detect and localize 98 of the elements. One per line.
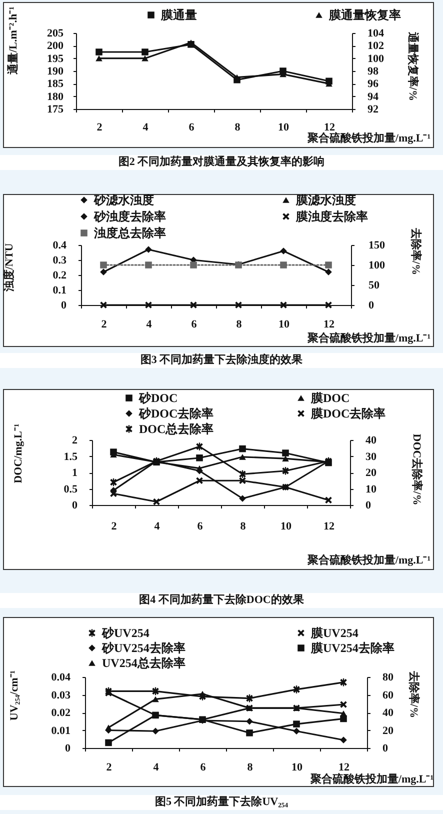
- legend-label: 浊度总去除率: [93, 226, 166, 240]
- x-tick-label: 6: [200, 762, 206, 774]
- x-tick-label: 12: [324, 122, 336, 134]
- y2-tick-label: 20: [366, 467, 377, 479]
- x-tick-label: 2: [106, 762, 112, 774]
- y-tick-label: 0.02: [51, 707, 71, 719]
- y2-tick-label: 80: [382, 672, 394, 684]
- x-tick-label: 2: [101, 318, 108, 330]
- y2-tick-label: 102: [368, 40, 384, 52]
- x-tick-label: 10: [278, 318, 290, 330]
- y-tick-label: 180: [47, 90, 64, 103]
- text: 图5 不同加药量下去除UV₂₅₄: [0, 795, 443, 810]
- y-axis-title: UV₂₅₄/cm⁻¹: [8, 670, 20, 721]
- y-tick-label: 0.1: [52, 284, 66, 296]
- x-tick-label: 2: [96, 122, 103, 134]
- legend-label: 砂浊度去除率: [93, 210, 166, 224]
- x-tick-label: 8: [234, 122, 241, 134]
- y2-axis-title: DOC去除率/%: [410, 434, 424, 506]
- x-tick-label: 10: [278, 122, 290, 134]
- legend-label: 膜DOC: [310, 391, 350, 405]
- y-tick-label: 0: [72, 500, 78, 512]
- text: 图3 不同加药量下去除浊度的效果: [0, 353, 443, 368]
- y2-axis-title: 去除率/%: [408, 670, 420, 718]
- x-axis-title: 聚合硫酸铁投加量/mg.L⁻¹: [306, 554, 430, 566]
- y2-tick-label: 92: [368, 104, 379, 116]
- y-tick-label: 190: [47, 66, 64, 78]
- y-tick-label: 0.04: [51, 672, 71, 684]
- y2-tick-label: 0: [366, 500, 372, 512]
- x-tick-label: 6: [188, 122, 195, 134]
- y2-tick-label: 0: [382, 742, 388, 754]
- y-tick-label: 185: [47, 78, 64, 90]
- y-tick-label: 200: [47, 40, 64, 52]
- y-tick-label: 0.5: [64, 483, 78, 496]
- y-tick-label: 0.4: [52, 240, 67, 252]
- x-tick-label: 4: [153, 762, 160, 774]
- legend-label: 砂UV254: [101, 626, 150, 640]
- x-tick-label: 8: [247, 762, 254, 774]
- x-tick-label: 4: [146, 318, 152, 330]
- y2-tick-label: 96: [368, 78, 379, 90]
- y-axis-title: 通量/L.m⁻².h⁻¹: [6, 6, 20, 76]
- y-axis-title: 浊度/NTU: [2, 243, 16, 293]
- legend-label: 砂DOC: [138, 391, 178, 405]
- y-tick-label: 0.01: [51, 724, 70, 737]
- y2-tick-label: 40: [382, 707, 394, 719]
- y-tick-label: 195: [47, 52, 64, 65]
- y-tick-label: 1.5: [64, 450, 78, 463]
- y2-tick-label: 20: [382, 724, 394, 737]
- y2-tick-label: 100: [368, 52, 384, 65]
- y2-tick-label: 0: [368, 300, 374, 312]
- x-tick-label: 8: [240, 520, 246, 532]
- legend-label: 膜浊度去除率: [295, 210, 368, 224]
- x-tick-label: 12: [324, 318, 335, 330]
- y-tick-label: 1: [72, 467, 78, 479]
- legend-label: 膜通量: [160, 8, 197, 22]
- y2-tick-label: 150: [368, 240, 386, 252]
- y-axis-title: DOC/mg.L⁻¹: [12, 424, 24, 484]
- legend-label: 膜通量恢复率: [328, 8, 401, 22]
- legend-label: 膜UV254: [310, 626, 358, 640]
- y2-tick-label: 98: [368, 66, 379, 78]
- legend-label: DOC总去除率: [139, 422, 214, 436]
- y2-tick-label: 10: [366, 483, 377, 496]
- y-tick-label: 205: [47, 28, 64, 40]
- y2-tick-label: 60: [382, 689, 394, 702]
- y2-axis-title: 通量恢复率/%: [406, 30, 420, 102]
- y-tick-label: 2: [72, 434, 78, 446]
- x-tick-label: 6: [191, 318, 198, 330]
- y-tick-label: 0.03: [51, 689, 71, 702]
- y2-tick-label: 50: [368, 280, 380, 292]
- legend-label: 膜DOC去除率: [310, 406, 386, 420]
- y2-tick-label: 104: [368, 28, 384, 40]
- x-tick-label: 4: [142, 122, 149, 134]
- x-axis-title: 聚合硫酸铁投加量/mg.L⁻¹: [309, 772, 434, 786]
- text: 图2 不同加药量对膜通量及其恢复率的影响: [0, 155, 443, 170]
- legend-label: UV254总去除率: [102, 656, 186, 670]
- legend-label: 砂DOC去除率: [138, 406, 214, 420]
- x-axis-title: 聚合硫酸铁投加量/mg.L⁻¹: [306, 332, 430, 344]
- text: 图4 不同加药量下去除DOC的效果: [0, 593, 443, 608]
- x-tick-label: 6: [197, 520, 204, 532]
- x-tick-label: 2: [111, 520, 118, 532]
- y-tick-label: 0: [61, 300, 67, 312]
- y2-axis-title: 去除率/%: [410, 226, 422, 276]
- y2-tick-label: 100: [368, 260, 386, 272]
- x-tick-label: 4: [154, 520, 160, 532]
- x-tick-label: 10: [280, 520, 292, 532]
- y2-tick-label: 40: [366, 434, 377, 446]
- y-tick-label: 0.3: [52, 254, 67, 266]
- y2-tick-label: 94: [368, 90, 379, 103]
- x-tick-label: 8: [236, 318, 242, 330]
- x-tick-label: 10: [292, 762, 303, 774]
- y2-tick-label: 30: [366, 450, 377, 463]
- x-tick-label: 12: [338, 762, 350, 774]
- y-tick-label: 0.2: [52, 270, 67, 282]
- legend-label: 砂UV254去除率: [101, 641, 186, 655]
- y-tick-label: 175: [47, 104, 64, 116]
- legend-label: 膜UV254去除率: [310, 641, 394, 655]
- y-tick-label: 0: [65, 742, 71, 754]
- x-axis-title: 聚合硫酸铁投加量/mg.L⁻¹: [306, 132, 430, 144]
- x-tick-label: 12: [324, 520, 335, 532]
